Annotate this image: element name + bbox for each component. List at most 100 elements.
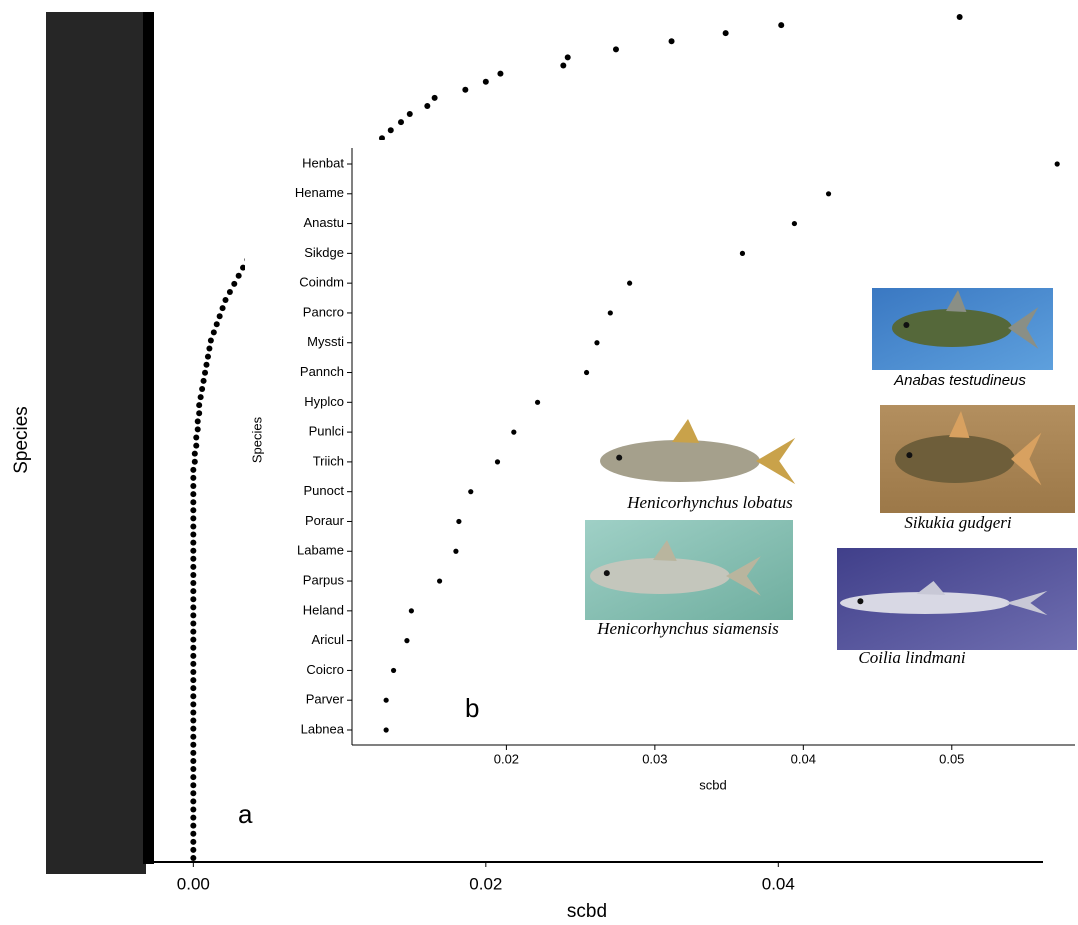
dot	[190, 628, 197, 635]
dot	[406, 111, 413, 118]
dot	[778, 22, 785, 29]
dot	[456, 518, 462, 525]
fish-eye	[903, 321, 910, 328]
dot	[235, 272, 242, 279]
y-tick-label: Triich	[313, 453, 344, 468]
dot	[190, 774, 197, 781]
dot	[190, 644, 197, 651]
dot	[390, 667, 397, 674]
panel-label: b	[465, 693, 479, 723]
fish-eye	[906, 452, 913, 459]
dot	[193, 442, 200, 449]
dot	[190, 669, 197, 676]
dot	[190, 741, 197, 748]
dot	[607, 310, 613, 316]
fish-fin	[946, 290, 967, 312]
dot	[431, 94, 438, 101]
dot	[408, 608, 414, 614]
dot	[200, 377, 207, 384]
dot	[494, 459, 501, 465]
dot	[203, 361, 210, 368]
dot	[1054, 161, 1060, 167]
dot	[190, 499, 197, 506]
y-tick-label: Punoct	[304, 483, 345, 498]
y-tick-label: Labame	[297, 543, 344, 558]
fish-tail	[1006, 590, 1048, 616]
dot	[190, 725, 197, 732]
dot	[222, 297, 229, 304]
dot	[190, 749, 197, 756]
dot	[190, 483, 197, 490]
chart-a: 0.00 0.02 0.04 scbd Species a	[11, 12, 1043, 922]
dot	[194, 418, 201, 425]
x-tick-label: 0.04	[762, 874, 795, 893]
fish-fin	[916, 581, 946, 595]
y-tick-label: Poraur	[305, 513, 345, 528]
dot	[199, 385, 206, 392]
dot	[190, 588, 197, 595]
y-tick-label: Pannch	[300, 364, 344, 379]
fish-eye	[616, 454, 623, 461]
dot	[190, 604, 197, 611]
dot	[383, 697, 389, 703]
dot	[231, 280, 238, 287]
dot	[190, 563, 197, 570]
y-tick-label: Labnea	[301, 721, 345, 736]
dot	[190, 660, 197, 667]
fish-body	[600, 440, 760, 482]
caption: Henicorhynchus lobatus	[626, 493, 793, 512]
dot	[387, 127, 394, 134]
dot	[956, 14, 963, 20]
dot	[194, 426, 201, 433]
y-tick-label: Punlci	[309, 424, 345, 439]
dot	[462, 86, 469, 93]
dot	[190, 474, 197, 481]
panel-label: a	[238, 799, 253, 829]
y-axis-title: Species	[11, 406, 32, 474]
dot	[196, 410, 203, 417]
dot	[190, 838, 197, 845]
dot	[190, 830, 197, 837]
dot	[453, 548, 459, 554]
dot	[190, 733, 197, 740]
fish-body	[840, 592, 1010, 614]
fish-eye	[603, 570, 610, 577]
x-tick-label: 0.03	[642, 751, 667, 766]
dot	[190, 717, 197, 724]
dot	[383, 727, 389, 733]
x-tick-label: 0.02	[469, 874, 502, 893]
dot	[213, 321, 220, 328]
dot	[190, 652, 197, 659]
y-tick-label: Anastu	[304, 215, 344, 230]
dot	[722, 30, 729, 37]
y-axis-title: Species	[249, 416, 264, 463]
dot	[627, 280, 633, 286]
fish-tail	[1008, 307, 1039, 349]
dot	[191, 458, 198, 465]
fish-fin	[672, 419, 700, 443]
caption: Coilia lindmani	[858, 648, 965, 667]
caption: Henicorhynchus siamensis	[596, 619, 779, 638]
y-tick-label: Hename	[295, 185, 344, 200]
x-tick-label: 0.05	[939, 751, 964, 766]
dot	[190, 814, 197, 821]
dot	[560, 62, 567, 69]
dot	[226, 288, 233, 295]
dot	[190, 709, 197, 716]
y-tick-label: Aricul	[311, 632, 344, 647]
dot	[204, 353, 211, 360]
dot	[397, 119, 404, 126]
overlapping-y-labels	[46, 12, 146, 874]
dot	[791, 220, 798, 227]
dot	[190, 677, 197, 684]
dot	[612, 46, 619, 53]
dot	[190, 539, 197, 546]
dot	[196, 402, 203, 409]
dot	[190, 806, 197, 813]
caption: Anabas testudineus	[893, 372, 1026, 389]
y-tick-label: Myssti	[307, 334, 344, 349]
dot	[468, 489, 474, 495]
dot	[190, 612, 197, 619]
dot	[436, 578, 443, 584]
